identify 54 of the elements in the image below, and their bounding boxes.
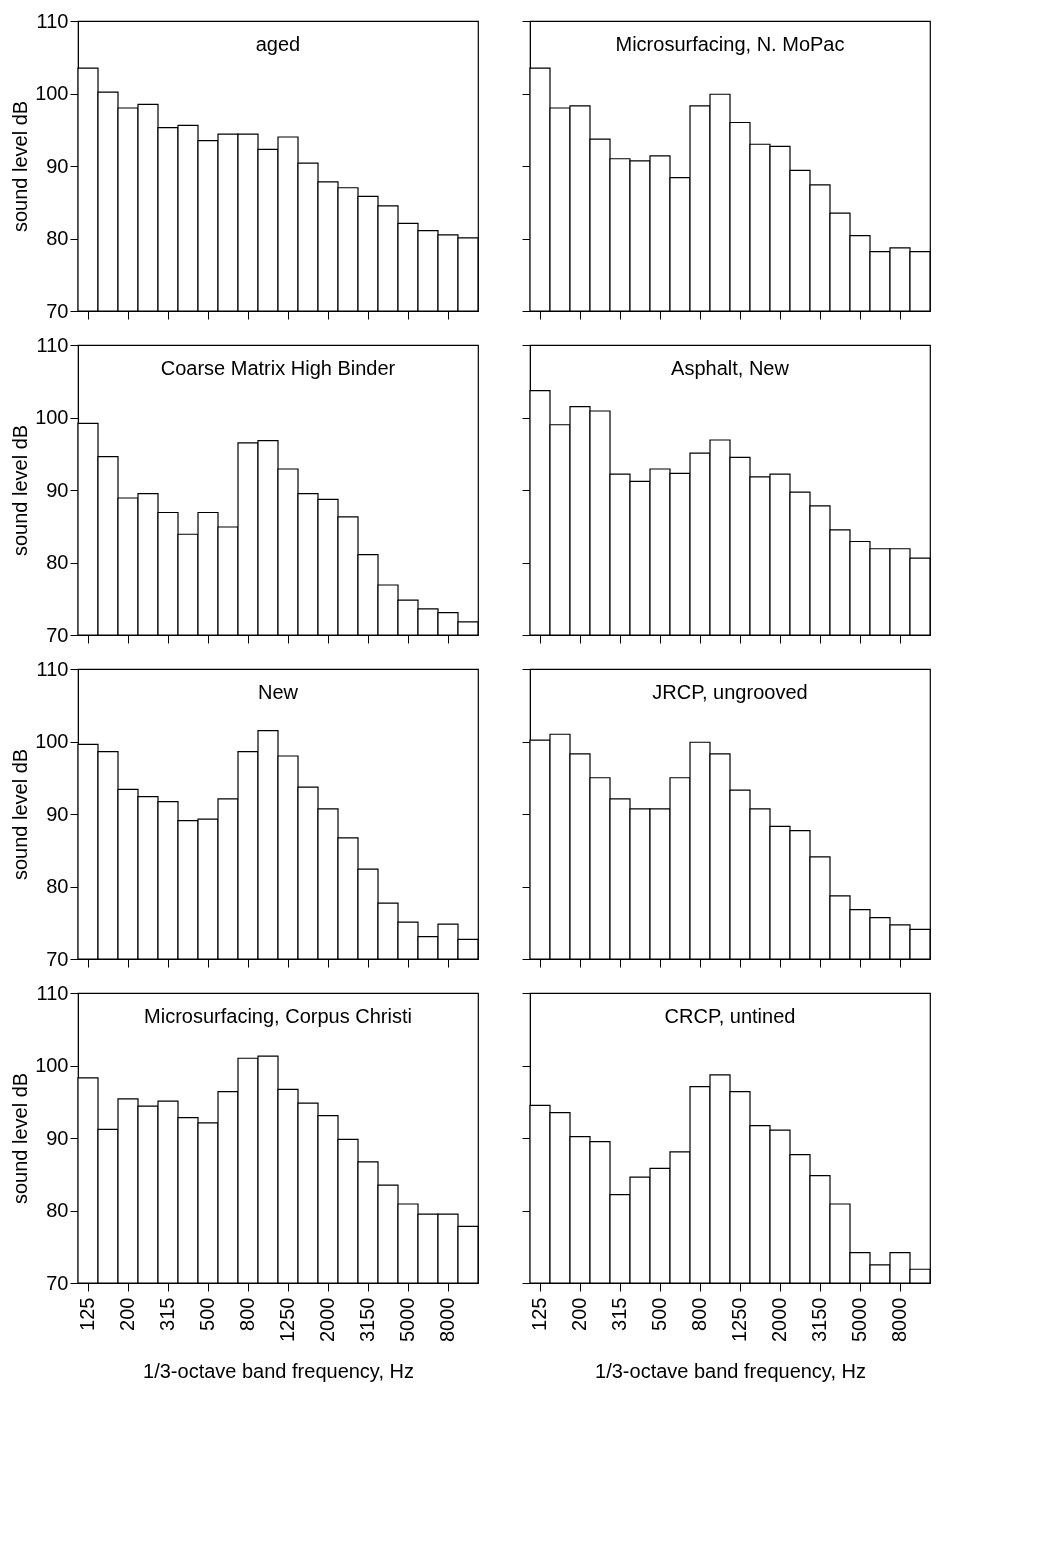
x-tick-label: 315 bbox=[608, 1297, 630, 1331]
y-tick-label: 70 bbox=[46, 1271, 69, 1294]
text: Microsurfacing, N. MoPac bbox=[615, 33, 845, 55]
x-tick-label: 2000 bbox=[768, 1297, 790, 1342]
y-axis-title: sound level dB bbox=[9, 748, 32, 881]
x-tick-label: 8000 bbox=[888, 1297, 910, 1342]
x-tick-label: 200 bbox=[568, 1297, 590, 1331]
x-axis-title: 1/3-octave band frequency, Hz bbox=[595, 1359, 866, 1382]
x-tick-label: 3150 bbox=[808, 1297, 830, 1342]
y-tick-label: 80 bbox=[46, 227, 69, 249]
y-tick-label: 110 bbox=[36, 9, 69, 32]
y-axis-title: sound level dB bbox=[9, 424, 32, 557]
x-tick-label: 315 bbox=[156, 1297, 178, 1331]
x-tick-label: 5000 bbox=[396, 1297, 418, 1342]
text: Microsurfacing, Corpus Christi bbox=[144, 1005, 412, 1027]
y-tick-label: 100 bbox=[35, 82, 69, 104]
x-tick-label: 125 bbox=[528, 1297, 550, 1331]
y-tick-label: 70 bbox=[46, 947, 69, 970]
x-tick-label: 500 bbox=[648, 1297, 670, 1331]
y-tick-label: 100 bbox=[35, 1054, 69, 1076]
x-tick-label: 125 bbox=[76, 1297, 98, 1331]
text: CRCP, untined bbox=[664, 1005, 796, 1027]
x-tick-label: 800 bbox=[688, 1297, 710, 1331]
x-tick-label: 1250 bbox=[728, 1297, 750, 1342]
y-tick-label: 80 bbox=[46, 1199, 69, 1221]
y-tick-label: 110 bbox=[36, 333, 69, 356]
y-tick-label: 90 bbox=[46, 478, 69, 501]
y-tick-label: 70 bbox=[46, 299, 69, 322]
x-tick-label: 3150 bbox=[356, 1297, 378, 1342]
y-tick-label: 90 bbox=[46, 1126, 69, 1149]
y-tick-label: 80 bbox=[46, 875, 69, 897]
x-tick-label: 200 bbox=[116, 1297, 138, 1331]
y-tick-label: 70 bbox=[46, 623, 69, 646]
y-tick-label: 100 bbox=[35, 730, 69, 752]
x-tick-label: 2000 bbox=[316, 1297, 338, 1342]
x-tick-label: 800 bbox=[236, 1297, 258, 1331]
text: JRCP, ungrooved bbox=[652, 681, 808, 703]
x-axis-title: 1/3-octave band frequency, Hz bbox=[143, 1359, 414, 1382]
y-tick-label: 90 bbox=[46, 154, 69, 177]
x-tick-label: 8000 bbox=[436, 1297, 458, 1342]
y-axis-title: sound level dB bbox=[9, 1072, 32, 1205]
x-tick-label: 500 bbox=[196, 1297, 218, 1331]
y-tick-label: 110 bbox=[36, 657, 69, 680]
y-tick-label: 110 bbox=[36, 981, 69, 1004]
text: aged bbox=[255, 33, 301, 55]
y-tick-label: 100 bbox=[35, 406, 69, 428]
y-tick-label: 90 bbox=[46, 802, 69, 825]
y-axis-title: sound level dB bbox=[9, 100, 32, 233]
text: New bbox=[257, 681, 299, 703]
x-tick-label: 5000 bbox=[848, 1297, 870, 1342]
x-tick-label: 1250 bbox=[276, 1297, 298, 1342]
text: Asphalt, New bbox=[671, 357, 790, 379]
y-tick-label: 80 bbox=[46, 551, 69, 573]
text: Coarse Matrix High Binder bbox=[160, 357, 396, 379]
